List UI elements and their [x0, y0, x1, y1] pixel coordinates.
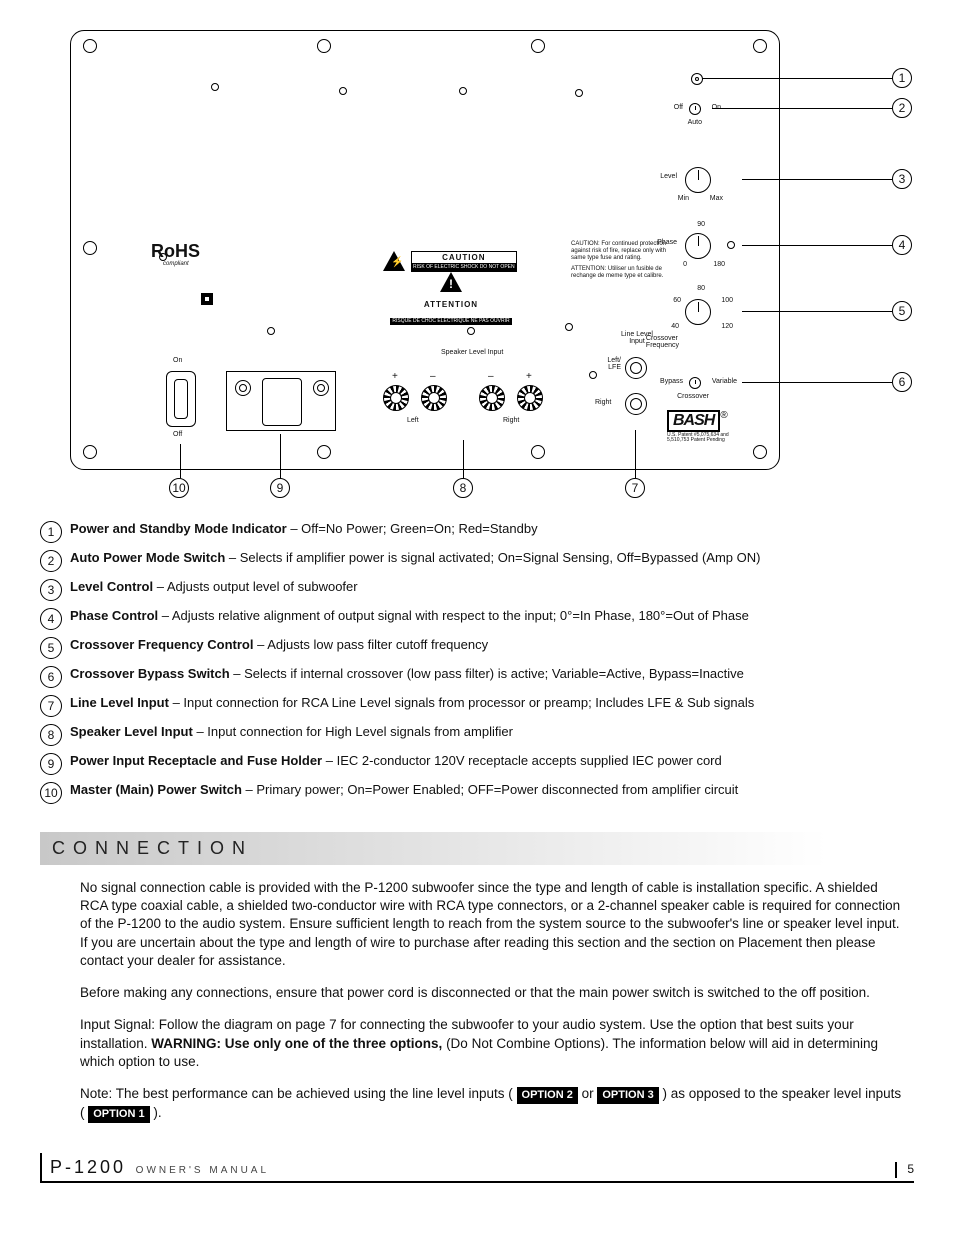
speaker-right-pos: [517, 385, 543, 411]
connection-p1: No signal connection cable is provided w…: [80, 879, 904, 970]
option-2-badge: OPTION 2: [517, 1087, 578, 1104]
fuse-caution-text: CAUTION: For continued protection agains…: [571, 241, 671, 279]
callout-9: 9: [270, 478, 290, 498]
caution-title: CAUTION: [411, 251, 517, 264]
feature-num: 9: [40, 753, 62, 775]
callout-7: 7: [625, 478, 645, 498]
feature-desc: – Adjusts low pass filter cutoff frequen…: [254, 637, 489, 652]
option-1-badge: OPTION 1: [88, 1106, 149, 1123]
feature-num: 5: [40, 637, 62, 659]
panel-outline: RoHS compliant ⚡ CAUTION RISK OF ELECTRI…: [70, 30, 780, 470]
footer-model: P-1200: [50, 1157, 126, 1177]
callout-2: 2: [892, 98, 912, 118]
feature-title: Level Control: [70, 579, 153, 594]
feature-num: 4: [40, 608, 62, 630]
auto-power-switch-knob: [689, 103, 701, 115]
connection-p4: Note: The best performance can be achiev…: [80, 1085, 904, 1123]
amplifier-panel-diagram: RoHS compliant ⚡ CAUTION RISK OF ELECTRI…: [40, 30, 914, 500]
feature-num: 8: [40, 724, 62, 746]
feature-title: Crossover Frequency Control: [70, 637, 254, 652]
callout-5: 5: [892, 301, 912, 321]
connection-p2: Before making any connections, ensure th…: [80, 984, 904, 1002]
callout-6: 6: [892, 372, 912, 392]
level-knob: [685, 167, 711, 193]
page-footer: P-1200 OWNER'S MANUAL 5: [40, 1153, 914, 1183]
connection-body: No signal connection cable is provided w…: [40, 879, 914, 1123]
callout-10: 10: [169, 478, 189, 498]
feature-desc: – Input connection for RCA Line Level si…: [169, 695, 754, 710]
feature-num: 10: [40, 782, 62, 804]
feature-desc: – IEC 2-conductor 120V receptacle accept…: [322, 753, 722, 768]
feature-desc: – Adjusts relative alignment of output s…: [158, 608, 749, 623]
main-power-switch: [166, 371, 196, 427]
iec-receptacle: [226, 371, 336, 431]
feature-num: 3: [40, 579, 62, 601]
feature-num: 7: [40, 695, 62, 717]
option-3-badge: OPTION 3: [597, 1087, 658, 1104]
callout-1: 1: [892, 68, 912, 88]
feature-title: Master (Main) Power Switch: [70, 782, 242, 797]
caution-block: ⚡ CAUTION RISK OF ELECTRIC SHOCK DO NOT …: [381, 251, 521, 325]
speaker-left-neg: [421, 385, 447, 411]
feature-title: Line Level Input: [70, 695, 169, 710]
line-level-right-rca: [625, 393, 647, 415]
class2-symbol: [201, 293, 213, 305]
attention-title: ATTENTION: [424, 300, 478, 309]
phase-knob: [685, 233, 711, 259]
feature-desc: – Selects if internal crossover (low pas…: [230, 666, 744, 681]
feature-title: Auto Power Mode Switch: [70, 550, 225, 565]
feature-title: Power Input Receptacle and Fuse Holder: [70, 753, 322, 768]
footer-manual: OWNER'S MANUAL: [136, 1165, 269, 1176]
footer-page-number: 5: [895, 1162, 914, 1178]
feature-desc: – Input connection for High Level signal…: [193, 724, 513, 739]
feature-desc: – Primary power; On=Power Enabled; OFF=P…: [242, 782, 738, 797]
feature-desc: – Selects if amplifier power is signal a…: [225, 550, 760, 565]
feature-list: 1 Power and Standby Mode Indicator – Off=…: [40, 520, 914, 804]
feature-num: 2: [40, 550, 62, 572]
callout-4: 4: [892, 235, 912, 255]
line-level-left-rca: [625, 357, 647, 379]
crossover-bypass-knob: [689, 377, 701, 389]
section-header-connection: CONNECTION: [40, 832, 914, 865]
feature-desc: – Adjusts output level of subwoofer: [153, 579, 358, 594]
rohs-sublabel: compliant: [163, 261, 189, 267]
caution-sub: RISK OF ELECTRIC SHOCK DO NOT OPEN: [411, 264, 517, 272]
feature-title: Speaker Level Input: [70, 724, 193, 739]
speaker-left-pos: [383, 385, 409, 411]
feature-desc: – Off=No Power; Green=On; Red=Standby: [287, 521, 538, 536]
feature-title: Phase Control: [70, 608, 158, 623]
callout-3: 3: [892, 169, 912, 189]
feature-num: 6: [40, 666, 62, 688]
rohs-label: RoHS: [151, 241, 200, 262]
feature-title: Crossover Bypass Switch: [70, 666, 230, 681]
power-led: [691, 73, 703, 85]
callout-8: 8: [453, 478, 473, 498]
speaker-right-neg: [479, 385, 505, 411]
bash-logo: BASH® U.S. Patent #5,075,634 and 5,510,7…: [667, 410, 751, 444]
feature-num: 1: [40, 521, 62, 543]
crossover-freq-knob: [685, 299, 711, 325]
feature-title: Power and Standby Mode Indicator: [70, 521, 287, 536]
connection-p3: Input Signal: Follow the diagram on page…: [80, 1016, 904, 1071]
attention-sub: RISQUE DE CHOC ELECTRIQUE NE PAS OUVRIR: [390, 318, 511, 326]
